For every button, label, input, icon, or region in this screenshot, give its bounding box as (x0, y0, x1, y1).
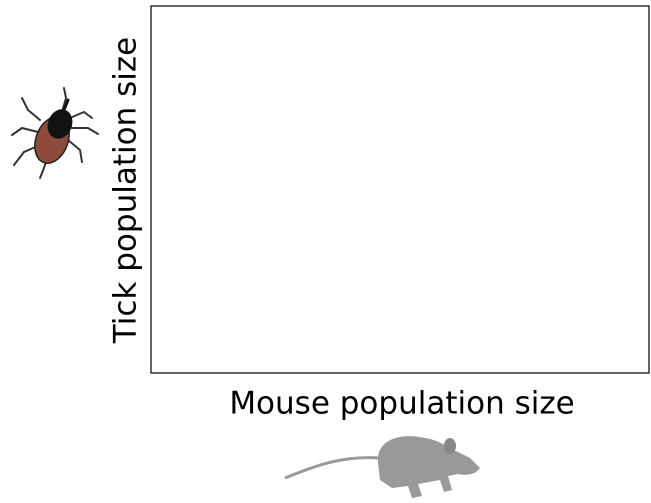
plot-area (151, 6, 649, 373)
y-axis-label: Tick population size (108, 37, 144, 344)
tick-icon (12, 88, 98, 178)
x-axis-label: Mouse population size (229, 386, 574, 422)
mouse-icon (285, 436, 480, 498)
chart: Mouse population size Tick population si… (0, 0, 651, 503)
